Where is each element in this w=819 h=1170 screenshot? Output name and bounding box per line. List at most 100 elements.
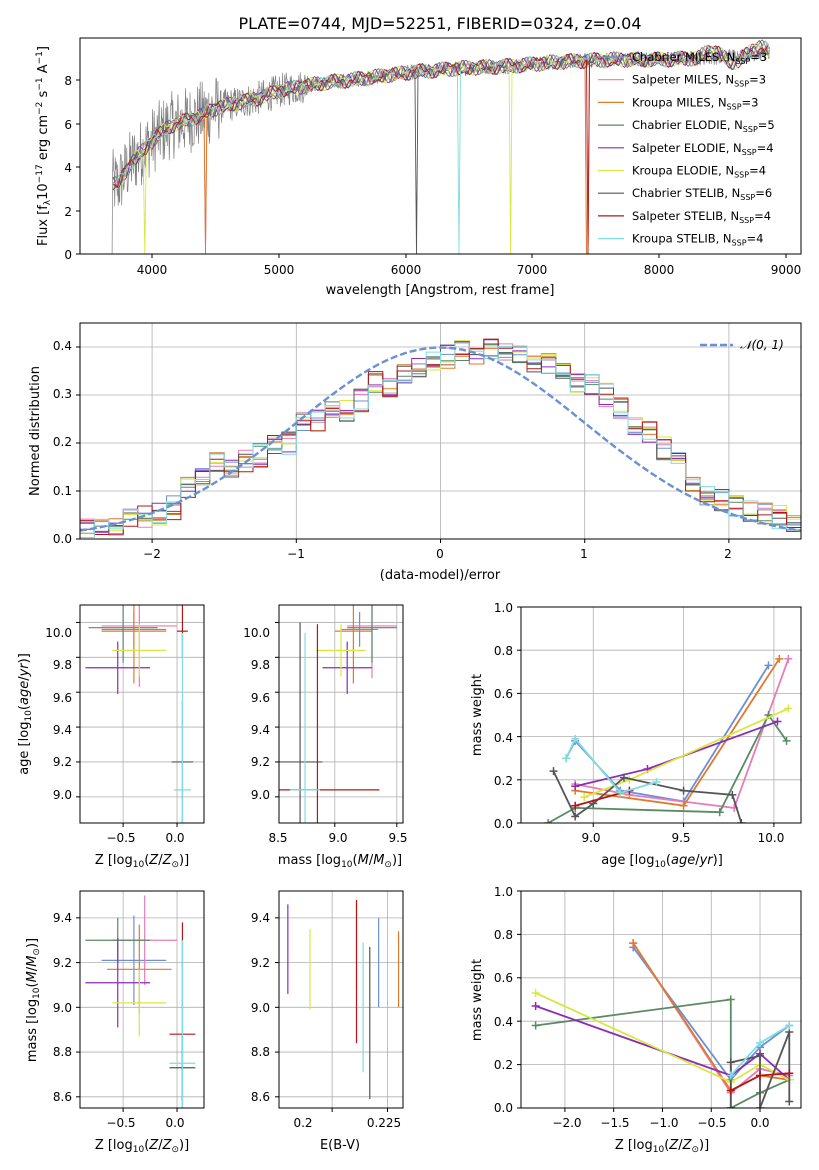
legend-label: Chabrier ELODIE, NSSP=5 xyxy=(632,118,775,134)
age-vs-mass-panel: 8.5 9.0 9.5 10.0 9.8 9.6 9.4 9.2 9.0 mas… xyxy=(243,604,408,870)
weight-marker xyxy=(562,754,571,763)
mwa-xtick: 9.0 xyxy=(581,831,600,845)
ebv-xtick: 0.225 xyxy=(367,1116,401,1130)
weight-marker xyxy=(726,1086,735,1095)
mass-y-label: mass [log10(M/M⊙)] xyxy=(25,938,42,1062)
am-xtick: 9.5 xyxy=(388,831,407,845)
mass-ytick: 9.0 xyxy=(251,1001,270,1015)
mz-plot-points xyxy=(85,895,196,1108)
mwz-xtick: −0.5 xyxy=(697,1116,726,1130)
weight-line xyxy=(535,998,790,1108)
weight-marker xyxy=(652,777,661,786)
weight-marker xyxy=(549,767,558,776)
histogram-series xyxy=(80,338,801,539)
mass-ytick: 9.2 xyxy=(251,956,270,970)
weight-line xyxy=(565,737,657,794)
weight-line xyxy=(574,720,778,788)
spec-ytick: 6 xyxy=(64,118,72,132)
mwa-xtick: 9.5 xyxy=(671,831,690,845)
weight-marker xyxy=(726,1058,735,1067)
gaussian-legend-label: 𝒩(0, 1) xyxy=(740,338,784,352)
mwz-y-label: mass weight xyxy=(470,959,485,1041)
hist-xtick: −2 xyxy=(143,547,161,561)
spectrum-y-ticks: 0 2 4 6 8 xyxy=(64,74,80,262)
mw-ytick: 0.8 xyxy=(494,928,513,942)
spectrum-x-ticks: 4000 5000 6000 7000 8000 9000 xyxy=(137,254,802,277)
weight-marker xyxy=(544,819,553,823)
weight-marker xyxy=(756,1071,765,1080)
weight-marker xyxy=(785,1021,794,1030)
weight-marker xyxy=(619,773,628,782)
spectrum-panel: 4000 5000 6000 7000 8000 9000 0 2 4 6 8 … xyxy=(35,37,802,298)
az-plot-points xyxy=(85,605,194,823)
hist-ytick: 0.2 xyxy=(53,435,72,449)
weight-marker xyxy=(784,704,793,713)
legend-label: Kroupa ELODIE, NSSP=4 xyxy=(632,164,766,180)
mz-xtick: 0.0 xyxy=(165,1116,184,1130)
weight-marker xyxy=(785,1069,794,1078)
weight-marker xyxy=(679,801,688,810)
legend-label: Salpeter STELIB, NSSP=4 xyxy=(632,209,771,225)
weight-marker xyxy=(756,1104,765,1108)
am-x-label: mass [log10(M/M⊙)] xyxy=(278,853,402,870)
mwz-x-label: Z [log10(Z/Z⊙)] xyxy=(615,1138,709,1155)
ebv-x-label: E(B-V) xyxy=(320,1138,360,1153)
model-spectrum-line xyxy=(112,39,769,190)
histogram-x-label: (data-model)/error xyxy=(380,568,501,583)
ebv-xtick: 0.2 xyxy=(293,1116,312,1130)
weight-line xyxy=(535,1005,790,1081)
mz-xtick: −0.5 xyxy=(106,1116,135,1130)
mw-ytick: 0.6 xyxy=(494,971,513,985)
spec-ytick: 8 xyxy=(64,74,72,88)
weight-marker xyxy=(784,654,793,663)
mass-ytick: 8.6 xyxy=(251,1090,270,1104)
mwz-xtick: −1.5 xyxy=(600,1116,629,1130)
mwa-plot-lines xyxy=(544,654,793,823)
weight-marker xyxy=(571,812,580,821)
weight-marker xyxy=(679,786,688,795)
age-ytick: 10.0 xyxy=(243,626,270,640)
weight-line xyxy=(632,946,790,1082)
legend-label: Kroupa STELIB, NSSP=4 xyxy=(632,232,763,248)
weight-marker xyxy=(728,790,737,799)
mw-ytick: 0.8 xyxy=(494,644,513,658)
age-ytick: 9.8 xyxy=(53,658,72,672)
histogram-y-label: Normed distribution xyxy=(28,366,43,496)
mw-ytick: 0.2 xyxy=(494,1058,513,1072)
weight-marker xyxy=(737,819,746,823)
mass-ytick: 8.8 xyxy=(251,1045,270,1059)
weight-marker xyxy=(775,654,784,663)
weight-marker xyxy=(773,717,782,726)
weight-line xyxy=(575,658,790,809)
spec-xtick: 9000 xyxy=(771,263,802,277)
spectrum-legend: Chabrier MILES, NSSP=3 Salpeter MILES, NS… xyxy=(598,50,775,248)
weight-marker xyxy=(571,801,580,810)
spectrum-x-label: wavelength [Angstrom, rest frame] xyxy=(326,283,555,298)
weight-marker xyxy=(726,1104,735,1108)
mw-ytick: 0.0 xyxy=(494,1101,513,1115)
weight-vs-age-panel: 9.0 9.5 10.0 0.0 0.2 0.4 0.6 0.8 1.0 age… xyxy=(470,601,802,870)
age-vs-z-panel: −0.5 0.0 10.0 9.8 9.6 9.4 9.2 9.0 Z [log… xyxy=(17,604,205,870)
age-ytick: 9.4 xyxy=(53,723,72,737)
hist-xtick: 0 xyxy=(436,547,444,561)
histogram-y-ticks: 0.0 0.1 0.2 0.3 0.4 xyxy=(53,339,72,546)
spec-ytick: 4 xyxy=(64,161,72,175)
age-ytick: 9.4 xyxy=(251,723,270,737)
hist-xtick: 1 xyxy=(580,547,588,561)
mass-vs-z-panel: −0.5 0.0 9.4 9.2 9.0 8.8 8.6 Z [log10(Z/… xyxy=(25,890,205,1155)
age-ytick: 9.2 xyxy=(53,755,72,769)
mass-ytick: 8.6 xyxy=(53,1090,72,1104)
hist-ytick: 0.0 xyxy=(53,532,72,546)
weight-marker xyxy=(726,995,735,1004)
model-spectrum-line xyxy=(112,42,770,254)
weight-marker xyxy=(629,939,638,948)
weight-marker xyxy=(571,734,580,743)
legend-label: Salpeter MILES, NSSP=3 xyxy=(632,73,766,89)
weight-marker xyxy=(531,1002,540,1011)
mw-ytick: 1.0 xyxy=(494,601,513,615)
spec-xtick: 7000 xyxy=(517,263,548,277)
histogram-panel: −2 −1 0 1 2 0.0 0.1 0.2 0.3 0.4 (data-mo… xyxy=(28,322,802,583)
mwa-x-label: age [log10(age/yr)] xyxy=(601,853,723,870)
mwa-xtick: 10.0 xyxy=(758,831,785,845)
spec-ytick: 2 xyxy=(64,205,72,219)
